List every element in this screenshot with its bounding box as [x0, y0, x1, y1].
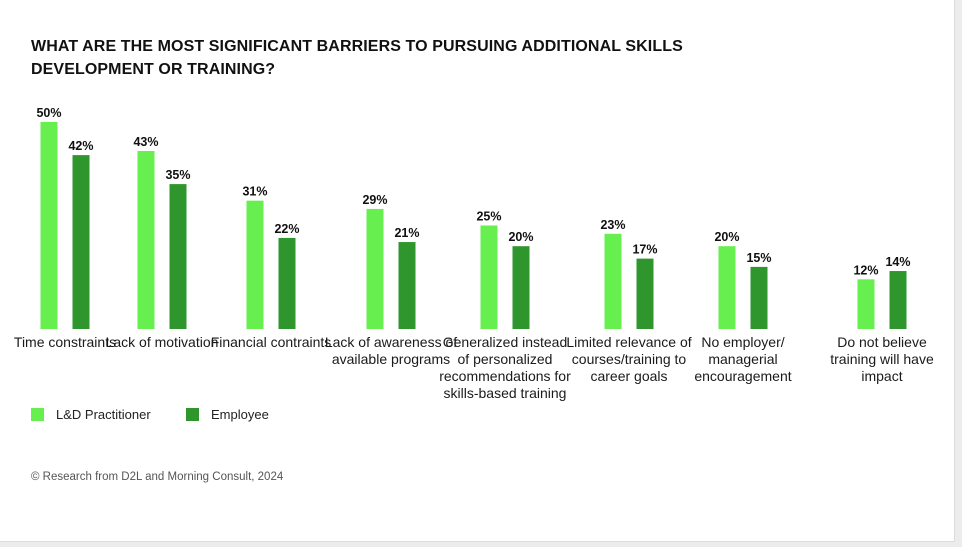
bar-ld-practitioner-6 [718, 246, 736, 329]
legend-label-employee: Employee [211, 407, 269, 422]
bar-ld-practitioner-5 [604, 233, 622, 329]
value-label-ld-practitioner-3: 29% [362, 193, 387, 207]
chart-title: WHAT ARE THE MOST SIGNIFICANT BARRIERS T… [31, 38, 683, 78]
bar-employee-4 [512, 246, 530, 329]
bar-ld-practitioner-3 [366, 208, 384, 329]
category-label-0: Time constraints [13, 334, 117, 350]
value-label-employee-5: 17% [632, 243, 657, 257]
bar-employee-0 [72, 155, 90, 329]
bar-ld-practitioner-0 [40, 122, 58, 329]
bar-employee-6 [750, 266, 768, 329]
category-label-1: Lack of motivation [105, 334, 219, 350]
category-label-3: Lack of awareness of available programs [324, 334, 458, 367]
bar-employee-2 [278, 237, 296, 329]
value-label-ld-practitioner-7: 12% [853, 263, 878, 277]
bar-employee-7 [889, 271, 907, 329]
bar-ld-practitioner-2 [246, 200, 264, 329]
bar-employee-3 [398, 242, 416, 329]
value-label-ld-practitioner-1: 43% [133, 135, 158, 149]
value-label-employee-0: 42% [68, 139, 93, 153]
source-note: © Research from D2L and Morning Consult,… [31, 471, 284, 483]
category-label-7: Do not believe training will have impact [830, 334, 934, 384]
legend-swatch-employee [186, 408, 199, 421]
value-label-employee-3: 21% [394, 226, 419, 240]
bar-employee-1 [169, 184, 187, 329]
bar-ld-practitioner-4 [480, 225, 498, 329]
value-label-ld-practitioner-4: 25% [476, 210, 501, 224]
bar-ld-practitioner-1 [137, 150, 155, 329]
value-label-employee-6: 15% [746, 251, 771, 265]
bar-employee-5 [636, 258, 654, 329]
legend-swatch-ld-practitioner [31, 408, 44, 421]
legend-label-ld-practitioner: L&D Practitioner [56, 407, 151, 422]
value-label-employee-4: 20% [508, 230, 533, 244]
category-label-4: Generalized instead of personalized reco… [439, 334, 571, 401]
value-label-ld-practitioner-6: 20% [714, 230, 739, 244]
bar-ld-practitioner-7 [857, 279, 875, 329]
value-label-employee-7: 14% [885, 255, 910, 269]
value-label-ld-practitioner-5: 23% [600, 218, 625, 232]
category-label-6: No employer/ managerial encouragement [694, 334, 792, 384]
value-label-ld-practitioner-0: 50% [36, 106, 61, 120]
value-label-ld-practitioner-2: 31% [242, 185, 267, 199]
category-label-2: Financial contraints [210, 334, 332, 350]
category-label-5: Limited relevance of courses/training to… [566, 334, 692, 384]
value-label-employee-2: 22% [274, 222, 299, 236]
value-label-employee-1: 35% [165, 168, 190, 182]
